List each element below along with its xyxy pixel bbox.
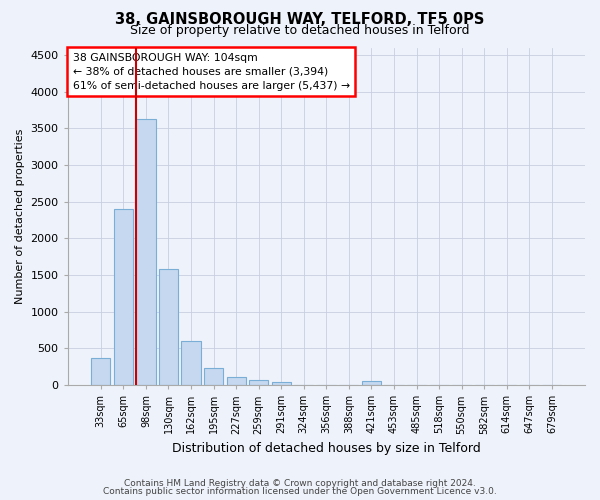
Bar — [159, 269, 178, 385]
Bar — [362, 380, 381, 385]
Bar — [114, 209, 133, 385]
Text: Contains public sector information licensed under the Open Government Licence v3: Contains public sector information licen… — [103, 487, 497, 496]
Bar — [204, 368, 223, 385]
Text: 38 GAINSBOROUGH WAY: 104sqm
← 38% of detached houses are smaller (3,394)
61% of : 38 GAINSBOROUGH WAY: 104sqm ← 38% of det… — [73, 52, 350, 90]
Y-axis label: Number of detached properties: Number of detached properties — [15, 128, 25, 304]
Bar — [272, 382, 291, 385]
Bar — [136, 120, 155, 385]
Bar — [181, 341, 200, 385]
Text: Contains HM Land Registry data © Crown copyright and database right 2024.: Contains HM Land Registry data © Crown c… — [124, 478, 476, 488]
Bar — [91, 358, 110, 385]
Bar — [227, 377, 246, 385]
Bar — [249, 380, 268, 385]
Text: 38, GAINSBOROUGH WAY, TELFORD, TF5 0PS: 38, GAINSBOROUGH WAY, TELFORD, TF5 0PS — [115, 12, 485, 28]
X-axis label: Distribution of detached houses by size in Telford: Distribution of detached houses by size … — [172, 442, 481, 455]
Text: Size of property relative to detached houses in Telford: Size of property relative to detached ho… — [130, 24, 470, 37]
